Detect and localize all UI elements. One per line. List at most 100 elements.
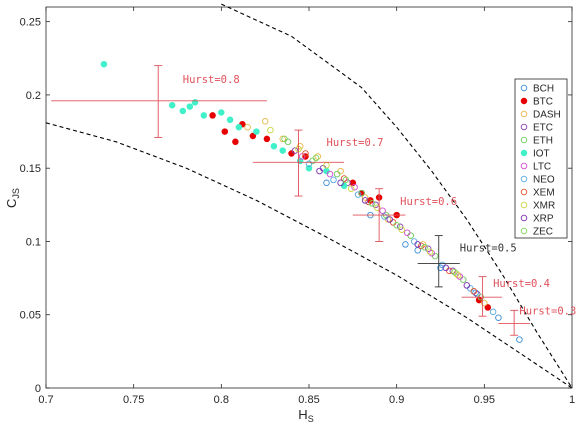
- legend: BCH BTC DASH ETC ETH IOT LTC NEO XEM XMR XRP ZEC: [514, 78, 568, 239]
- point-xmr: [398, 226, 406, 233]
- legend-label: XEM: [533, 188, 555, 199]
- point-dash: [481, 299, 488, 307]
- point-iot: [323, 167, 330, 175]
- legend-item-xmr: XMR: [520, 201, 555, 212]
- legend-box: [514, 78, 568, 239]
- x-tick-label: 1: [569, 394, 575, 406]
- legend-label: BTC: [533, 97, 553, 108]
- hurst-label: Hurst=0.7: [327, 137, 384, 149]
- boundary-curve-1: [45, 122, 573, 389]
- y-axis-ticks: 0 0.05 0.1 0.15 0.2 0.25: [20, 17, 572, 395]
- hurst-markers: Hurst=0.8 Hurst=0.7 Hurst=0.6 Hurst=0.5 Hurs…: [51, 65, 576, 336]
- y-tick-label: 0.05: [20, 310, 41, 322]
- point-neo: [354, 191, 362, 198]
- hurst-marker-0: Hurst=0.8: [51, 65, 267, 138]
- legend-marker: [520, 136, 528, 144]
- point-eth: [358, 189, 365, 197]
- hurst-label: Hurst=0.5: [460, 243, 517, 255]
- point-ltc: [428, 249, 435, 257]
- legend-marker: [520, 97, 528, 105]
- point-eth: [333, 170, 341, 178]
- hurst-label: Hurst=0.6: [400, 196, 457, 208]
- point-iot: [279, 147, 286, 154]
- x-axis-label: HS: [298, 407, 313, 424]
- y-tick-label: 0.25: [20, 17, 41, 29]
- legend-marker: [520, 84, 528, 92]
- legend-item-xrp: XRP: [520, 214, 554, 225]
- legend-label: ETH: [533, 136, 553, 147]
- point-iot: [305, 164, 313, 172]
- x-tick-label: 0.95: [474, 394, 495, 406]
- point-btc: [484, 304, 492, 311]
- point-neo: [330, 176, 337, 184]
- point-xmr: [347, 185, 355, 192]
- point-zec: [421, 244, 428, 251]
- point-iot: [226, 116, 234, 124]
- point-xmr: [426, 248, 434, 255]
- x-tick-label: 0.8: [214, 394, 229, 406]
- point-iot: [168, 101, 176, 109]
- x-tick-label: 0.75: [123, 394, 144, 406]
- legend-item-xem: XEM: [520, 188, 555, 199]
- point-xmr: [374, 204, 381, 212]
- point-iot: [218, 109, 225, 116]
- point-btc: [221, 128, 229, 135]
- plot-area: [45, 6, 573, 389]
- point-xrp: [442, 264, 450, 272]
- legend-marker: [520, 175, 528, 183]
- scatter-points: [100, 60, 523, 343]
- legend-label: IOT: [533, 149, 550, 160]
- svg-text:HS: HS: [298, 407, 313, 424]
- point-xem: [302, 150, 309, 157]
- y-axis-label-sub: JS: [11, 188, 21, 199]
- point-xrp: [386, 216, 393, 223]
- svg-text:CJS: CJS: [4, 188, 21, 208]
- point-bch: [516, 336, 523, 343]
- hurst-label: Hurst=0.3: [519, 306, 576, 318]
- legend-label: XMR: [533, 201, 555, 212]
- x-tick-label: 0.7: [38, 394, 53, 406]
- point-btc: [288, 150, 295, 157]
- hurst-marker-1: Hurst=0.7: [252, 129, 384, 197]
- y-tick-label: 0.2: [26, 90, 41, 102]
- point-neo: [489, 308, 497, 316]
- point-iot: [179, 107, 187, 115]
- point-dash: [361, 194, 369, 201]
- point-xem: [340, 175, 348, 182]
- y-tick-label: 0: [35, 383, 41, 395]
- legend-label: ETC: [533, 123, 553, 134]
- legend-item-dash: DASH: [520, 110, 561, 121]
- point-neo: [305, 160, 313, 168]
- point-iot: [100, 60, 108, 68]
- point-btc: [209, 112, 216, 119]
- point-dash: [279, 135, 286, 143]
- legend-marker: [520, 123, 528, 131]
- legend-item-etc: ETC: [520, 123, 553, 134]
- hurst-label: Hurst=0.4: [493, 278, 550, 290]
- point-xmr: [267, 126, 274, 134]
- point-dash: [261, 118, 269, 125]
- y-axis-label-main: C: [4, 199, 19, 208]
- legend-label: NEO: [533, 175, 555, 186]
- boundary-curves: [45, 3, 573, 389]
- legend-marker: [520, 162, 528, 170]
- x-axis-ticks: 0.7 0.75 0.8 0.85 0.9 0.95 1: [38, 7, 575, 406]
- legend-marker: [520, 227, 528, 235]
- point-ltc: [403, 229, 411, 236]
- hurst-label: Hurst=0.8: [183, 74, 240, 86]
- legend-label: ZEC: [533, 227, 553, 238]
- point-ltc: [351, 183, 358, 191]
- point-xrp: [337, 179, 344, 187]
- legend-marker: [520, 110, 528, 118]
- point-xrp: [316, 167, 323, 175]
- point-dash: [314, 153, 322, 160]
- x-tick-label: 0.9: [389, 394, 404, 406]
- point-xem: [470, 288, 478, 295]
- boundary-curve-0: [221, 3, 573, 389]
- legend-item-zec: ZEC: [520, 227, 553, 238]
- legend-marker: [520, 188, 528, 196]
- point-iot: [186, 103, 194, 110]
- point-zec: [342, 176, 350, 184]
- point-zec: [451, 268, 458, 276]
